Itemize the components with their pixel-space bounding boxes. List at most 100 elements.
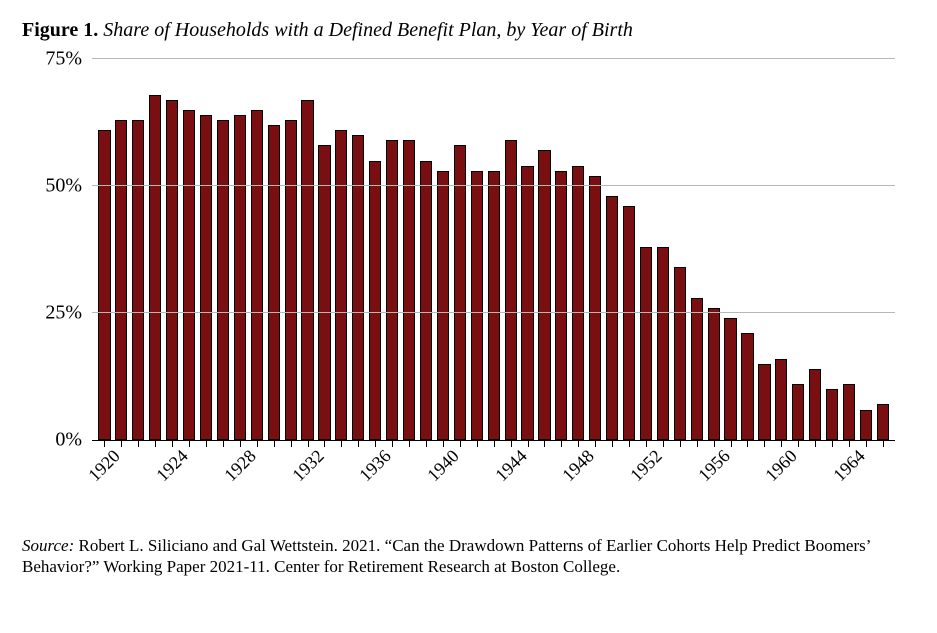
x-tick-mark: [358, 441, 359, 447]
bar: [809, 369, 821, 440]
source-text: Robert L. Siliciano and Gal Wettstein. 2…: [22, 536, 870, 576]
bar-slot: [857, 59, 874, 440]
bar: [860, 410, 872, 440]
x-tick-mark: [544, 441, 545, 447]
x-tick-mark: [155, 441, 156, 447]
bar: [691, 298, 703, 440]
bar-slot: 1928: [231, 59, 248, 440]
bar: [589, 176, 601, 440]
bar-slot: 1952: [638, 59, 655, 440]
bar-slot: [418, 59, 435, 440]
bar: [606, 196, 618, 440]
bar-slot: [621, 59, 638, 440]
bar-slot: [401, 59, 418, 440]
bar-slot: [604, 59, 621, 440]
x-tick-mark: [781, 441, 782, 447]
plot-area: 1920192419281932193619401944194819521956…: [92, 59, 895, 441]
source-note: Source: Robert L. Siliciano and Gal Wett…: [22, 535, 915, 578]
bar: [521, 166, 533, 440]
bar: [149, 95, 161, 440]
bar: [708, 308, 720, 440]
x-tick-mark: [612, 441, 613, 447]
x-tick-mark: [866, 441, 867, 447]
bar-slot: [874, 59, 891, 440]
x-tick-label: 1924: [152, 446, 192, 486]
bar: [98, 130, 110, 440]
bar-slot: [316, 59, 333, 440]
bar-slot: [198, 59, 215, 440]
x-tick-label: 1940: [423, 446, 463, 486]
x-tick-mark: [731, 441, 732, 447]
bar-slot: [688, 59, 705, 440]
x-tick-mark: [494, 441, 495, 447]
figure-label: Figure 1.: [22, 19, 98, 41]
x-tick-mark: [629, 441, 630, 447]
x-tick-mark: [392, 441, 393, 447]
x-tick-mark: [697, 441, 698, 447]
x-tick-mark: [426, 441, 427, 447]
x-tick-mark: [324, 441, 325, 447]
bar: [285, 120, 297, 440]
bar: [538, 150, 550, 440]
x-tick-mark: [815, 441, 816, 447]
x-tick-mark: [528, 441, 529, 447]
bar-slot: 1960: [773, 59, 790, 440]
bar-slot: [468, 59, 485, 440]
x-tick-mark: [240, 441, 241, 447]
x-tick-mark: [646, 441, 647, 447]
bar-slot: [519, 59, 536, 440]
bar: [251, 110, 263, 440]
bar-slot: [350, 59, 367, 440]
x-tick-mark: [341, 441, 342, 447]
bar: [369, 161, 381, 440]
x-tick-mark: [121, 441, 122, 447]
bar-slot: [536, 59, 553, 440]
x-tick-mark: [308, 441, 309, 447]
bar: [758, 364, 770, 440]
bar: [115, 120, 127, 440]
figure-title-text: Share of Households with a Defined Benef…: [103, 19, 633, 41]
bar-slot: [214, 59, 231, 440]
bar-slot: [384, 59, 401, 440]
bar-slot: [790, 59, 807, 440]
y-tick-label: 0%: [55, 429, 92, 452]
x-tick-label: 1932: [288, 446, 328, 486]
bar: [555, 171, 567, 440]
x-tick-mark: [223, 441, 224, 447]
gridline: [92, 312, 895, 313]
x-tick-mark: [172, 441, 173, 447]
bar: [352, 135, 364, 440]
bar-slot: 1936: [367, 59, 384, 440]
x-tick-label: 1956: [694, 446, 734, 486]
x-tick-mark: [104, 441, 105, 447]
x-tick-mark: [206, 441, 207, 447]
x-tick-mark: [291, 441, 292, 447]
bar: [471, 171, 483, 440]
bars-container: 1920192419281932193619401944194819521956…: [92, 59, 895, 440]
bar-slot: [553, 59, 570, 440]
bar: [200, 115, 212, 440]
bar: [132, 120, 144, 440]
y-tick-label: 50%: [45, 175, 92, 198]
gridline: [92, 185, 895, 186]
x-tick-mark: [189, 441, 190, 447]
bar: [268, 125, 280, 440]
chart: 1920192419281932193619401944194819521956…: [22, 51, 915, 521]
x-tick-mark: [595, 441, 596, 447]
bar: [826, 389, 838, 440]
x-tick-mark: [680, 441, 681, 447]
bar-slot: 1964: [841, 59, 858, 440]
bar: [674, 267, 686, 440]
bar-slot: [807, 59, 824, 440]
x-tick-mark: [477, 441, 478, 447]
bar-slot: [485, 59, 502, 440]
bar: [234, 115, 246, 440]
bar: [572, 166, 584, 440]
x-tick-label: 1960: [762, 446, 802, 486]
bar-slot: [333, 59, 350, 440]
y-tick-label: 25%: [45, 302, 92, 325]
x-tick-mark: [257, 441, 258, 447]
x-tick-label: 1920: [85, 446, 125, 486]
bar-slot: [147, 59, 164, 440]
x-tick-mark: [798, 441, 799, 447]
